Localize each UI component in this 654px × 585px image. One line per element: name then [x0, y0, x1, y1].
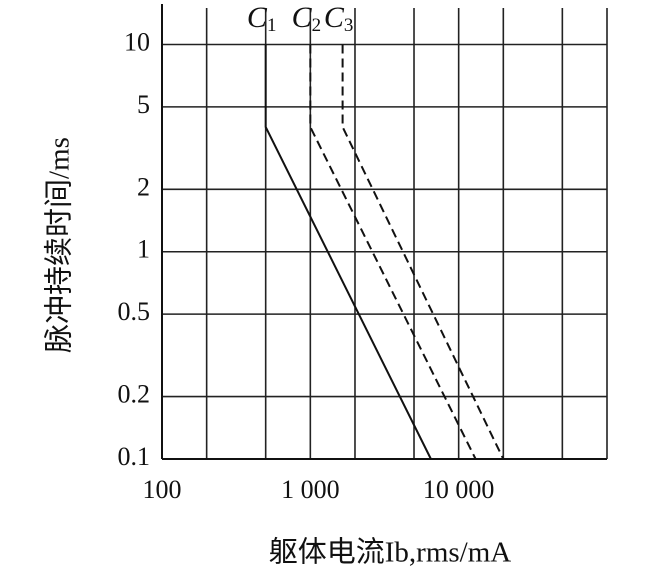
- y-tick-label: 10: [124, 27, 150, 56]
- series-line: [341, 44, 505, 460]
- y-tick-label: 0.1: [118, 442, 151, 471]
- series-line: [264, 44, 432, 460]
- y-tick-label: 2: [137, 172, 150, 201]
- series-line: [309, 44, 477, 460]
- x-tick-label: 10 000: [423, 475, 495, 504]
- y-tick-label: 0.5: [118, 297, 151, 326]
- series-label: C1: [247, 1, 277, 36]
- y-tick-label: 5: [137, 90, 150, 119]
- series-label: C2: [292, 1, 322, 36]
- y-tick-label: 1: [137, 235, 150, 264]
- x-tick-label: 100: [143, 475, 182, 504]
- x-tick-label: 1 000: [281, 475, 340, 504]
- y-tick-label: 0.2: [118, 380, 151, 409]
- series-label: C3: [324, 1, 354, 36]
- y-axis-title: 脉冲持续时间/ms: [43, 137, 76, 353]
- x-axis-title: 躯体电流Ib,rms/mA: [269, 536, 512, 569]
